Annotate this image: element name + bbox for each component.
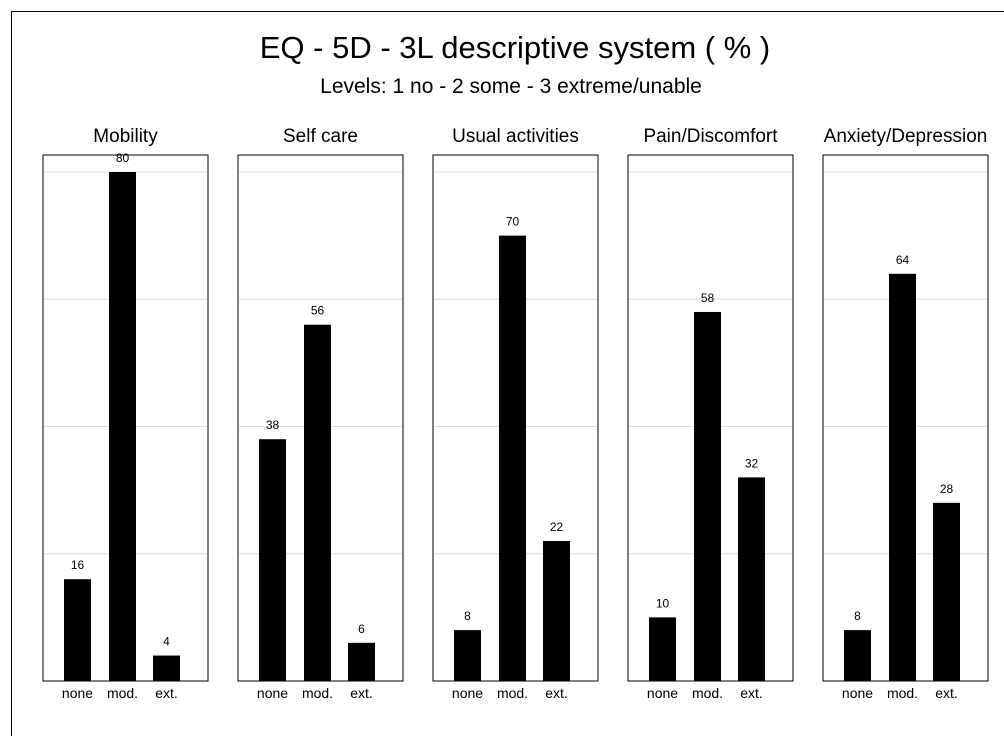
chart-subtitle: Levels: 1 no - 2 some - 3 extreme/unable xyxy=(320,75,702,98)
data-label: 58 xyxy=(701,291,715,305)
panel-4: Anxiety/Depression 8 64 28 none mod. ext. xyxy=(822,126,989,701)
x-tick-label: mod. xyxy=(692,685,723,701)
x-tick-label: none xyxy=(62,685,93,701)
panel-2: Usual activities 8 70 22 none mod. ext. xyxy=(432,126,599,701)
data-label: 32 xyxy=(745,456,759,470)
data-label: 8 xyxy=(854,609,861,623)
panel-title: Anxiety/Depression xyxy=(824,126,988,147)
data-label: 16 xyxy=(71,558,85,572)
x-tick-label: none xyxy=(257,685,288,701)
chart-title: EQ - 5D - 3L descriptive system ( % ) xyxy=(260,30,770,65)
x-tick-label: mod. xyxy=(302,685,333,701)
data-label: 6 xyxy=(358,622,365,636)
panel-title: Mobility xyxy=(93,126,158,147)
x-tick-label: mod. xyxy=(107,685,138,701)
bar xyxy=(933,502,960,681)
bar xyxy=(889,273,916,681)
bar xyxy=(738,477,765,681)
data-label: 80 xyxy=(116,151,130,165)
data-label: 8 xyxy=(464,609,471,623)
data-label: 28 xyxy=(940,482,954,496)
x-tick-label: ext. xyxy=(350,685,373,701)
data-label: 64 xyxy=(896,253,910,267)
bar xyxy=(543,541,570,681)
x-tick-label: ext. xyxy=(935,685,958,701)
panel-0: Mobility 16 80 4 none mod. ext. xyxy=(42,126,209,701)
bar xyxy=(348,642,375,681)
bar xyxy=(304,324,331,681)
bar xyxy=(454,630,481,681)
bar xyxy=(694,311,721,681)
x-tick-label: none xyxy=(842,685,873,701)
data-label: 38 xyxy=(266,418,280,432)
bar xyxy=(649,617,676,681)
bar xyxy=(109,172,136,681)
panel-1: Self care 38 56 6 none mod. ext. xyxy=(237,126,404,701)
panel-title: Usual activities xyxy=(452,126,579,147)
bar xyxy=(259,439,286,681)
data-label: 4 xyxy=(163,635,170,649)
panel-title: Self care xyxy=(283,126,358,147)
x-tick-label: mod. xyxy=(497,685,528,701)
panel-3: Pain/Discomfort 10 58 32 none mod. ext. xyxy=(627,126,794,701)
x-tick-label: none xyxy=(647,685,678,701)
x-tick-label: ext. xyxy=(545,685,568,701)
x-tick-label: ext. xyxy=(740,685,763,701)
chart-frame xyxy=(11,11,1004,736)
data-label: 22 xyxy=(550,520,564,534)
bar xyxy=(499,235,526,681)
x-tick-label: ext. xyxy=(155,685,178,701)
bar xyxy=(153,655,180,681)
bar xyxy=(844,630,871,681)
x-tick-label: mod. xyxy=(887,685,918,701)
panel-title: Pain/Discomfort xyxy=(643,126,778,147)
data-label: 10 xyxy=(656,596,670,610)
x-tick-label: none xyxy=(452,685,483,701)
data-label: 70 xyxy=(506,215,520,229)
panels-group: Mobility 16 80 4 none mod. ext. Self care 38 56 6 n… xyxy=(42,126,989,701)
data-label: 56 xyxy=(311,304,325,318)
bar xyxy=(64,579,91,681)
